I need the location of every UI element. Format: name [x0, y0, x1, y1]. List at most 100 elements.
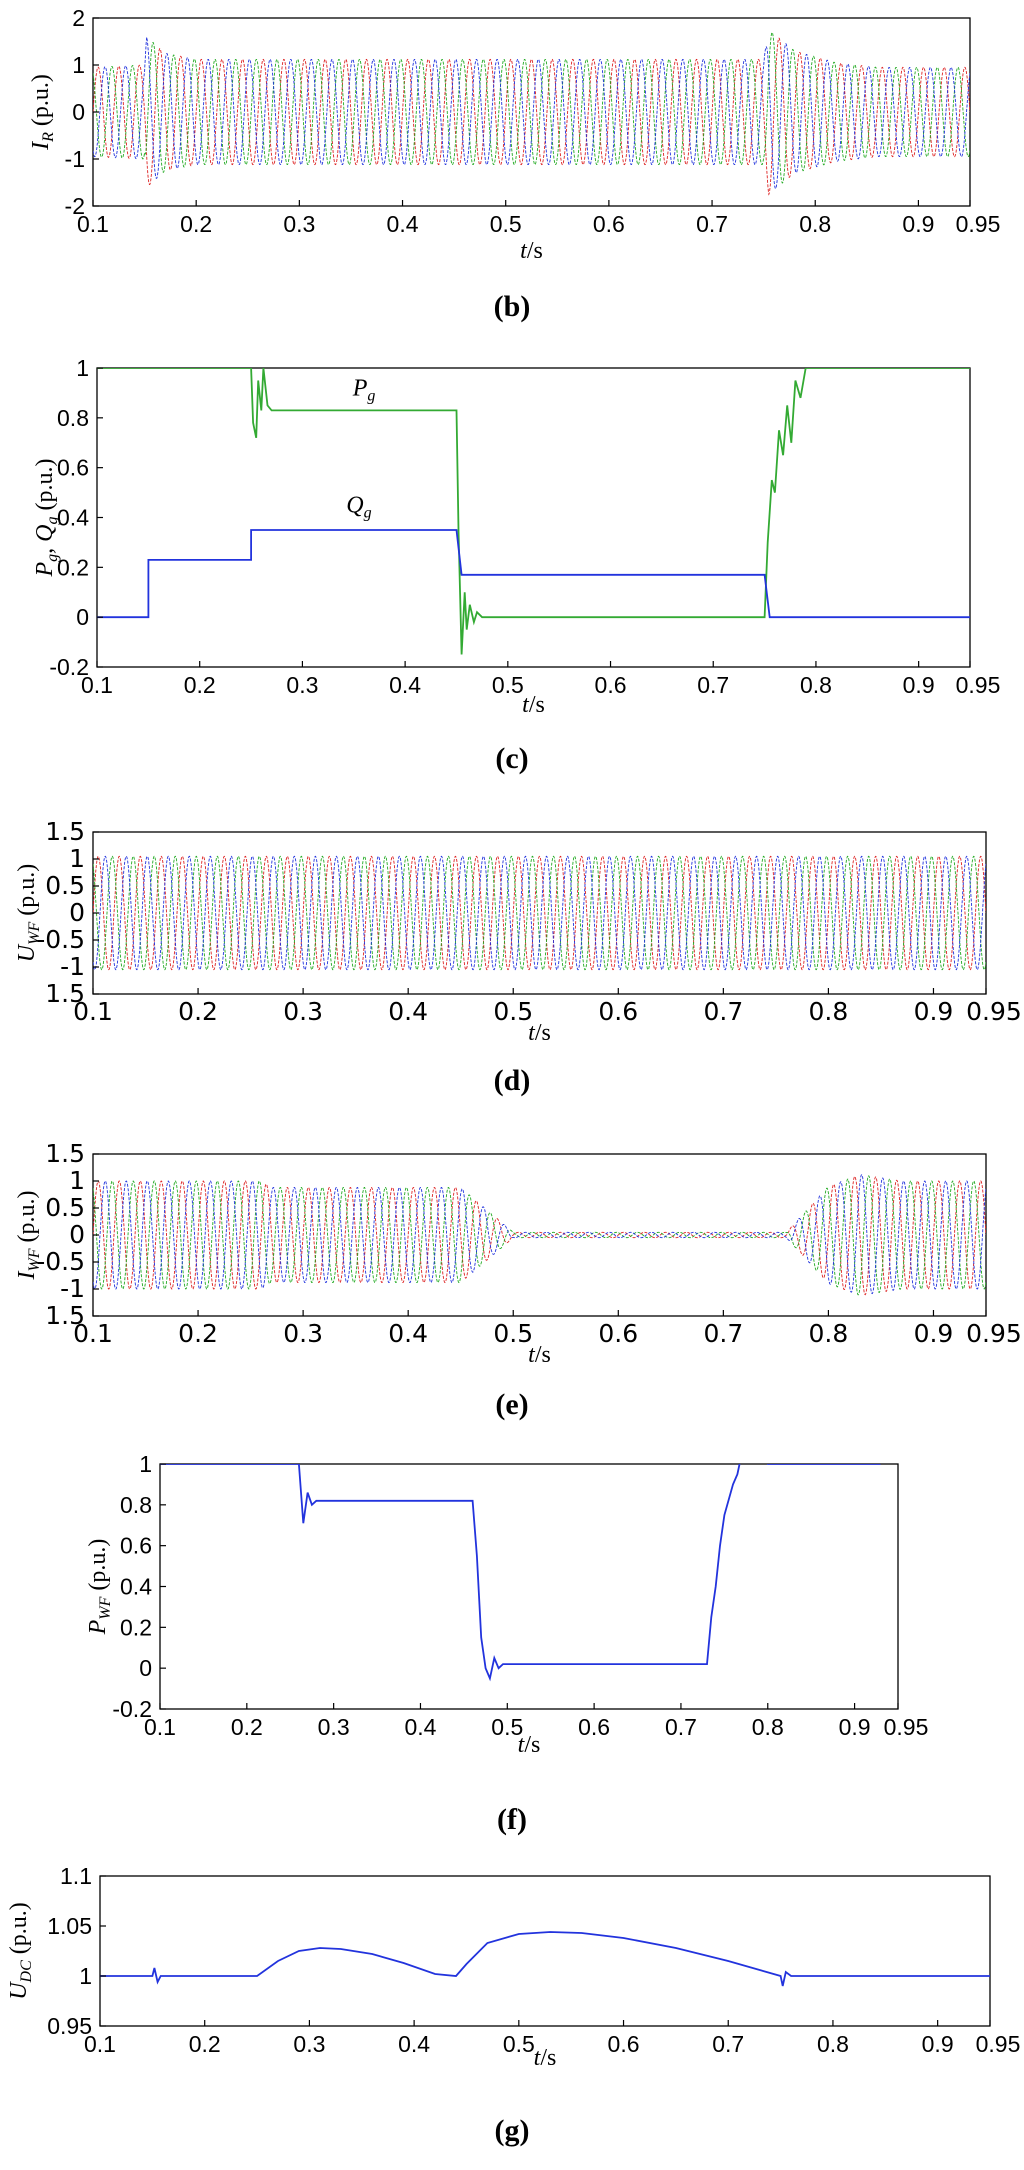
series-line-2 [93, 1174, 986, 1295]
y-tick-label: 1.1 [60, 1863, 92, 1889]
x-tick-label: 0.3 [283, 1319, 323, 1348]
y-tick-label: -1 [60, 952, 85, 981]
plot-area [100, 1931, 990, 1987]
chart-panel-g: 0.1 0.2 0.3 0.4 0.5 0.6 0.7 0.8 0.9 0.95 1.1 1.05 1 0… [6, 1863, 1020, 2147]
x-tick-label: 0.1 [73, 1319, 113, 1348]
x-tick-label: 0.2 [184, 672, 216, 698]
plot-area [93, 855, 986, 971]
y-tick-label: 0.5 [45, 1193, 85, 1222]
y-tick-label: 0 [76, 604, 89, 630]
x-tick-label: 0.95 [966, 1319, 1022, 1348]
plot-area [93, 1174, 986, 1296]
x-tick-label: 0.5 [492, 672, 524, 698]
x-tick-label: 0.7 [665, 1714, 697, 1740]
plot-frame [96, 367, 971, 668]
x-tick-label: 0.6 [598, 1319, 638, 1348]
x-tick-label: 0.5 [493, 1319, 533, 1348]
x-tick-label: 0.3 [318, 1714, 350, 1740]
series-line-Qg [97, 529, 970, 619]
plot-frame [159, 1463, 899, 1710]
series-line-Pg [97, 368, 970, 655]
panel-caption: (d) [494, 1064, 531, 1097]
x-tick-label: 0.5 [490, 211, 522, 237]
plot-area [93, 31, 970, 196]
chart-panel-c: 0.1 0.2 0.3 0.4 0.5 0.6 0.7 0.8 0.9 0.95 1 0.8 0.6 0.… [32, 355, 1000, 775]
panel-caption: (c) [495, 742, 528, 775]
y-tick-label: -0.5 [36, 925, 85, 954]
y-tick-label: 0 [72, 99, 85, 125]
x-tick-label: 0.1 [77, 211, 109, 237]
y-axis-label: UDC (p.u.) [6, 1902, 35, 2000]
panel-caption: (e) [495, 1388, 528, 1421]
x-tick-label: 0.9 [922, 2031, 954, 2057]
x-tick-label: 0.4 [388, 997, 428, 1026]
x-tick-label: 0.95 [956, 672, 1001, 698]
y-tick-label: 1.5 [45, 817, 85, 846]
y-axis-label: Pg, Qg (p.u.) [32, 459, 61, 578]
x-tick-label: 0.4 [387, 211, 419, 237]
x-tick-label: 0.2 [231, 1714, 263, 1740]
y-tick-label: 0.95 [47, 2013, 92, 2039]
x-tick-label: 0.9 [839, 1714, 871, 1740]
x-tick-label: 0.9 [914, 997, 954, 1026]
plot-area [160, 1464, 881, 1682]
x-tick-label: 0.1 [81, 672, 113, 698]
y-tick-label: -1 [60, 1274, 85, 1303]
y-tick-label: 0 [139, 1655, 152, 1681]
x-tick-label: 0.5 [491, 1714, 523, 1740]
chart-panel-e: 0.1 0.2 0.3 0.4 0.5 0.6 0.7 0.8 0.9 0.951.510.50-… [14, 1139, 1022, 1421]
y-tick-label: -2 [65, 193, 85, 219]
chart-panel-b: 0.1 0.2 0.3 0.4 0.5 0.6 0.7 0.8 0.9 0.95 2 1 0 -1 -2 t/… [28, 5, 1000, 323]
series-line-0 [93, 1175, 986, 1296]
x-tick-label: 0.4 [388, 1319, 428, 1348]
plot-area [97, 368, 970, 655]
y-tick-label: -1 [65, 146, 85, 172]
y-tick-label: -0.2 [49, 654, 89, 680]
y-tick-label: 0.4 [57, 505, 89, 531]
x-tick-label: 0.7 [712, 2031, 744, 2057]
x-tick-label: 0.6 [608, 2031, 640, 2057]
x-tick-label: 0.9 [914, 1319, 954, 1348]
panel-caption: (b) [494, 290, 531, 323]
y-axis-label: IWF (p.u.) [14, 1190, 43, 1280]
y-tick-label: 1 [139, 1451, 152, 1477]
x-tick-label: 0.8 [809, 997, 849, 1026]
series-label-Pg: Pg [352, 375, 376, 404]
x-tick-label: 0.3 [283, 997, 323, 1026]
y-tick-label: 0 [69, 898, 85, 927]
x-tick-label: 0.2 [178, 1319, 218, 1348]
y-tick-label: 0.4 [120, 1574, 152, 1600]
y-tick-label: 1.05 [47, 1913, 92, 1939]
x-tick-label: 0.95 [976, 2031, 1021, 2057]
y-tick-label: 1 [76, 355, 89, 381]
y-tick-label: -0.2 [112, 1696, 152, 1722]
series-line-0 [93, 37, 970, 196]
x-tick-label: 0.95 [884, 1714, 929, 1740]
y-tick-label: 0 [69, 1220, 85, 1249]
y-tick-label: 2 [72, 5, 85, 31]
series-line-PWF [160, 1464, 881, 1682]
x-tick-label: 0.4 [404, 1714, 436, 1740]
plot-frame [99, 1875, 991, 2027]
x-tick-label: 0.7 [697, 672, 729, 698]
x-tick-label: 0.6 [598, 997, 638, 1026]
series-label-Qg: Qg [346, 493, 371, 522]
panel-caption: (f) [497, 1803, 527, 1836]
x-tick-label: 0.2 [180, 211, 212, 237]
x-tick-label: 0.6 [578, 1714, 610, 1740]
x-tick-label: 0.8 [799, 211, 831, 237]
x-tick-label: 0.95 [956, 211, 1001, 237]
x-axis-label: t/s [534, 2045, 557, 2071]
x-tick-label: 0.3 [286, 672, 318, 698]
x-tick-label: 0.7 [703, 997, 743, 1026]
x-tick-label: 0.7 [703, 1319, 743, 1348]
y-axis-label: UWF (p.u.) [14, 864, 43, 962]
chart-panel-d: 0.1 0.2 0.3 0.4 0.5 0.6 0.7 0.8 0.9 0.951.510.50-… [14, 817, 1022, 1097]
x-tick-label: 0.2 [189, 2031, 221, 2057]
x-axis-label: t/s [518, 1732, 541, 1758]
series-line-0 [93, 855, 986, 971]
y-tick-label: 0.2 [120, 1614, 152, 1640]
x-tick-label: 0.4 [398, 2031, 430, 2057]
x-tick-label: 0.9 [903, 672, 935, 698]
y-axis-label: IR (p.u.) [28, 74, 57, 151]
